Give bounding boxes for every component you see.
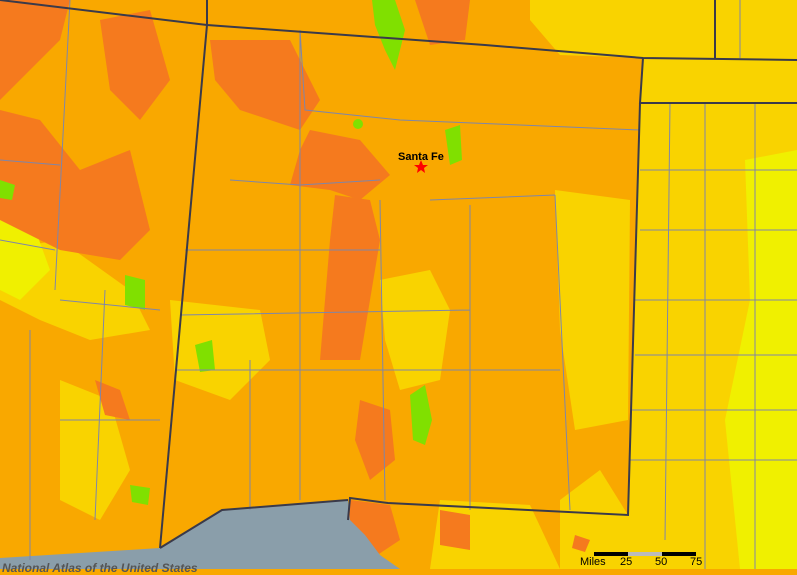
scale-tick-50: 50 — [655, 556, 668, 568]
atlas-credit: National Atlas of the United States — [2, 561, 198, 575]
state-borders — [0, 0, 797, 549]
mexico — [0, 500, 400, 569]
city-marker[interactable] — [414, 160, 428, 173]
scale-tick-25: 25 — [620, 556, 633, 568]
green-regions — [0, 0, 462, 505]
star-icon — [414, 160, 428, 173]
scale-bar — [594, 552, 696, 556]
scale-unit-label: Miles — [580, 556, 606, 568]
city-label-santa-fe: Santa Fe — [398, 151, 444, 163]
scale-tick-75: 75 — [690, 556, 703, 568]
dark-orange-regions — [0, 0, 590, 560]
